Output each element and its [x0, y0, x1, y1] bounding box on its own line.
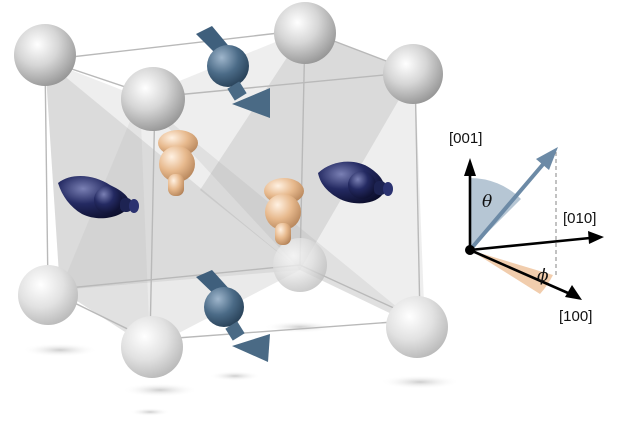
- atom-sphere: [274, 2, 336, 64]
- atom-sphere: [14, 24, 76, 86]
- atom-spheres: [14, 2, 448, 378]
- spin-arrow-top: [196, 26, 270, 118]
- atom-sphere: [121, 67, 185, 131]
- copper-moment-left: [158, 130, 198, 196]
- x-axis-arrow: [469, 248, 569, 295]
- origin-dot: [465, 245, 475, 255]
- y-axis-arrow: [469, 236, 591, 252]
- z-axis-label: [001]: [449, 130, 482, 147]
- atom-sphere: [18, 265, 78, 325]
- x-axis-label: [100]: [559, 308, 592, 325]
- atom-sphere: [383, 44, 443, 104]
- y-axis-label: [010]: [563, 210, 596, 227]
- theta-label: θ: [482, 192, 492, 212]
- atom-sphere-back-bottom: [273, 238, 327, 292]
- atom-sphere: [121, 316, 183, 378]
- copper-moment-right: [264, 178, 304, 245]
- phi-angle-wedge: [470, 250, 553, 294]
- spin-arrow-bottom: [196, 270, 270, 362]
- translucent-planes: [45, 30, 425, 348]
- axes-inset: [001] [010] [100] θ ϕ: [449, 130, 604, 325]
- dark-moment-left: [58, 176, 139, 219]
- atom-sphere: [386, 296, 448, 358]
- phi-label: ϕ: [537, 266, 549, 286]
- dark-moment-right: [318, 161, 393, 204]
- magnetization-vector: [468, 160, 547, 252]
